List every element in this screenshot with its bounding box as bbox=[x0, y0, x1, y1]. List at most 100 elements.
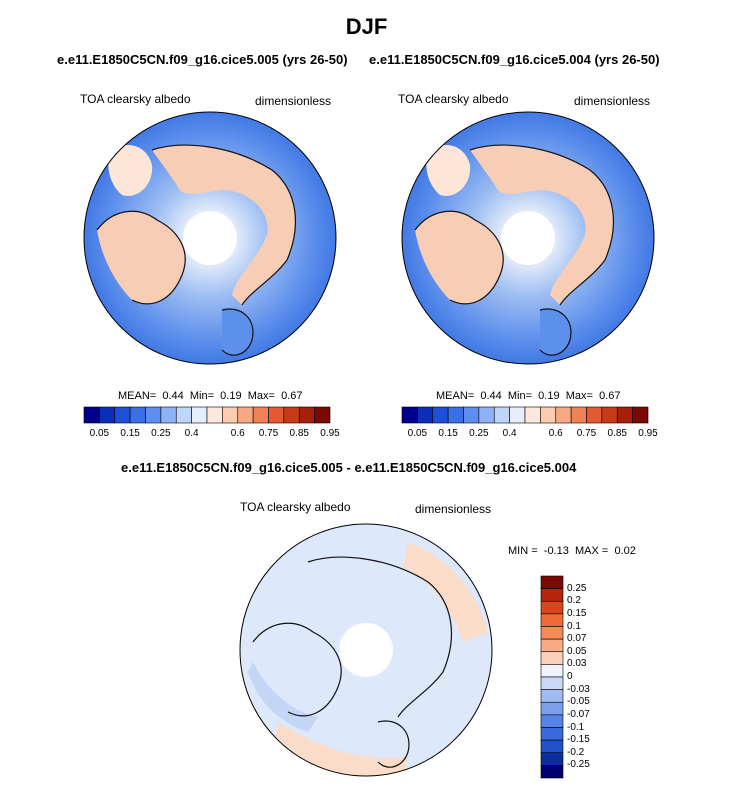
colorbar-diff-tick-label: 0.05 bbox=[567, 645, 587, 657]
colorbar-diff-swatch bbox=[540, 600, 564, 615]
map1-coastlines bbox=[96, 144, 297, 356]
colorbar-panel2-tick-label: 0.25 bbox=[469, 428, 489, 439]
colorbar-panel2-swatch bbox=[493, 406, 510, 424]
panel2-mean-value: 0.44 bbox=[480, 390, 502, 402]
diff-run-title: e.e11.E1850C5CN.f09_g16.cice5.005 - e.e1… bbox=[121, 460, 577, 475]
polar-map-panel2 bbox=[401, 111, 655, 365]
panel1-min-value: 0.19 bbox=[220, 390, 242, 402]
colorbar-panel2-ticks: 0.05 0.15 0.25 0.4 0.6 0.75 0.85 0.95 bbox=[402, 428, 658, 442]
diffmap-border bbox=[239, 523, 493, 777]
colorbar-diff-tick-label: 0.15 bbox=[567, 607, 587, 619]
colorbar-panel2-swatch bbox=[432, 406, 449, 424]
colorbar-panel2-tick-label: 0.85 bbox=[607, 428, 627, 439]
diffmap-ocean-west bbox=[248, 662, 318, 732]
map1-north-america-land bbox=[97, 211, 186, 304]
colorbar-diff-swatch bbox=[540, 664, 564, 678]
colorbar-panel2-swatch bbox=[586, 406, 603, 424]
colorbar-panel1 bbox=[83, 406, 331, 424]
panel1-units-label: dimensionless bbox=[255, 94, 332, 108]
colorbar-panel2-swatch bbox=[570, 406, 587, 424]
colorbar-diff-swatch bbox=[540, 714, 564, 728]
panel1-variable-label: TOA clearsky albedo bbox=[80, 92, 191, 106]
map2-polar-hole bbox=[501, 211, 555, 265]
colorbar-panel2-swatch bbox=[601, 406, 618, 424]
map1-border bbox=[83, 111, 337, 365]
colorbar-diff-swatch bbox=[540, 727, 564, 741]
colorbar-diff-tick-label: -0.2 bbox=[567, 746, 585, 758]
colorbar-panel1-swatch bbox=[222, 406, 239, 424]
colorbar-diff-swatch bbox=[540, 701, 564, 716]
colorbar-panel2 bbox=[401, 406, 649, 424]
diffmap-coastlines bbox=[252, 556, 453, 768]
panel2-max-value: 0.67 bbox=[599, 390, 621, 402]
colorbar-panel2-tick-label: 0.15 bbox=[438, 428, 458, 439]
colorbar-diff-tick-label: 0.1 bbox=[567, 620, 581, 632]
colorbar-diff-swatch bbox=[540, 752, 564, 766]
colorbar-panel2-tick-label: 0.95 bbox=[638, 428, 658, 439]
colorbar-panel1-swatch bbox=[268, 406, 285, 424]
colorbar-panel1-swatch bbox=[314, 406, 331, 424]
panel2-min-value: 0.19 bbox=[538, 390, 560, 402]
map2-coastlines bbox=[414, 144, 615, 356]
colorbar-diff bbox=[540, 575, 564, 779]
colorbar-panel1-tick-label: 0.75 bbox=[258, 428, 279, 439]
page-title: DJF bbox=[345, 14, 388, 39]
colorbar-panel1-swatch bbox=[283, 406, 300, 424]
diff-stats: MIN = -0.13 MAX = 0.02 bbox=[508, 545, 636, 557]
colorbar-diff-tick-label: -0.07 bbox=[567, 708, 590, 720]
colorbar-panel1-swatch bbox=[206, 406, 223, 424]
colorbar-panel2-swatch bbox=[509, 406, 526, 424]
colorbar-panel2-swatch bbox=[540, 406, 557, 424]
panel1-stats: MEAN= 0.44 Min= 0.19 Max= 0.67 bbox=[118, 390, 303, 402]
panel2-units-label: dimensionless bbox=[574, 94, 651, 108]
colorbar-panel2-swatch bbox=[478, 406, 495, 424]
colorbar-panel1-swatch bbox=[298, 406, 315, 424]
map2-scandinavia-land bbox=[540, 309, 571, 356]
colorbar-panel1-swatch bbox=[175, 406, 192, 424]
colorbar-panel1-swatch bbox=[99, 406, 116, 424]
colorbar-diff-tick-label: 0.25 bbox=[567, 582, 587, 594]
colorbar-panel1-ticks: 0.05 0.15 0.25 0.4 0.6 0.75 0.85 0.95 bbox=[84, 428, 340, 442]
diff-units-label: dimensionless bbox=[415, 502, 492, 516]
colorbar-diff-ticks: 0.25 0.2 0.15 0.1 0.07 0.05 0.03 0 -0.03 -0.05 -0.… bbox=[567, 576, 617, 778]
colorbar-panel1-swatch bbox=[83, 406, 100, 424]
colorbar-diff-tick-label: 0.2 bbox=[567, 595, 581, 607]
colorbar-diff-swatch bbox=[540, 626, 564, 640]
panel2-run-title: e.e11.E1850C5CN.f09_g16.cice5.004 (yrs 2… bbox=[369, 52, 660, 67]
colorbar-diff-tick-label: 0 bbox=[567, 671, 573, 682]
colorbar-diff-tick-label: 0.03 bbox=[567, 658, 587, 670]
colorbar-diff-swatch bbox=[540, 613, 564, 627]
diffmap-polar-hole bbox=[339, 623, 393, 677]
colorbar-panel1-tick-label: 0.95 bbox=[320, 428, 340, 439]
colorbar-panel1-swatch bbox=[191, 406, 208, 424]
colorbar-diff-swatch bbox=[540, 638, 564, 653]
polar-map-diff bbox=[239, 523, 493, 777]
panel1-run-title: e.e11.E1850C5CN.f09_g16.cice5.005 (yrs 2… bbox=[57, 52, 348, 67]
diff-min-value: -0.13 bbox=[543, 545, 569, 557]
map2-eurasia-land bbox=[470, 145, 614, 305]
colorbar-diff-tick-label: -0.15 bbox=[567, 734, 590, 746]
panel1-mean-value: 0.44 bbox=[162, 390, 184, 402]
colorbar-diff-swatch bbox=[540, 676, 564, 690]
diffmap-positive-east bbox=[403, 542, 488, 642]
colorbar-panel2-tick-label: 0.05 bbox=[407, 428, 428, 439]
colorbar-diff-swatch bbox=[540, 575, 564, 589]
colorbar-panel2-swatch bbox=[401, 406, 418, 424]
colorbar-panel2-tick-label: 0.75 bbox=[576, 428, 597, 439]
panel2-variable-label: TOA clearsky albedo bbox=[398, 92, 509, 106]
map1-polar-hole bbox=[183, 211, 237, 265]
colorbar-diff-tick-label: -0.1 bbox=[567, 721, 585, 733]
colorbar-diff-tick-label: 0.07 bbox=[567, 633, 587, 645]
colorbar-panel2-tick-label: 0.4 bbox=[502, 428, 517, 439]
colorbar-diff-swatch bbox=[540, 651, 564, 665]
colorbar-diff-tick-label: -0.25 bbox=[567, 759, 590, 771]
colorbar-panel1-tick-label: 0.85 bbox=[289, 428, 309, 439]
panel2-stats: MEAN= 0.44 Min= 0.19 Max= 0.67 bbox=[436, 390, 621, 402]
colorbar-panel1-tick-label: 0.6 bbox=[230, 428, 245, 439]
colorbar-panel1-tick-label: 0.25 bbox=[151, 428, 171, 439]
colorbar-panel2-swatch bbox=[632, 406, 649, 424]
diff-max-value: 0.02 bbox=[614, 545, 636, 557]
colorbar-panel2-swatch bbox=[616, 406, 633, 424]
colorbar-panel2-swatch bbox=[417, 406, 434, 424]
map1-greenland-land bbox=[108, 145, 153, 196]
